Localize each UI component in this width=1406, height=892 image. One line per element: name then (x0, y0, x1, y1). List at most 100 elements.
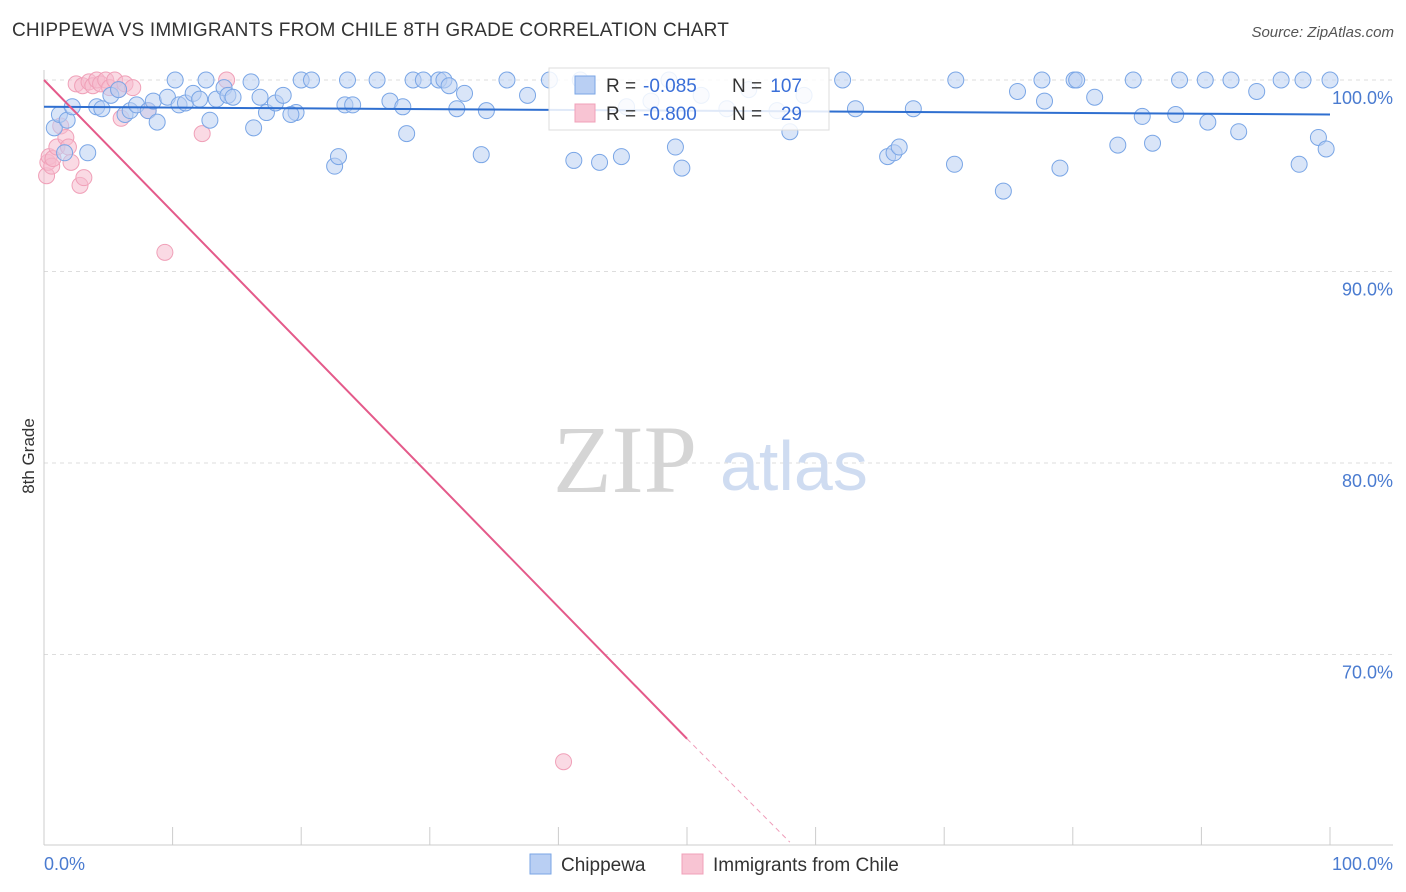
data-point-chippewa (245, 119, 263, 137)
data-point-chippewa (947, 71, 965, 89)
data-point-chippewa (1294, 71, 1312, 89)
stats-n-value-chippewa: 107 (770, 76, 802, 97)
x-tick-label-min: 0.0% (44, 854, 85, 874)
data-point-chippewa (1068, 71, 1086, 89)
data-point-chippewa (1171, 71, 1189, 89)
y-tick-label: 70.0% (1342, 663, 1393, 683)
stats-n-label-chippewa: N = (732, 76, 762, 97)
data-point-chippewa (1230, 123, 1248, 141)
stats-legend-box (548, 67, 830, 131)
stats-r-value-chile: -0.800 (643, 104, 697, 125)
data-point-chippewa (1321, 71, 1339, 89)
stats-r-label-chile: R = (606, 104, 636, 125)
stats-n-value-chile: 29 (781, 104, 802, 125)
series-chile-points (38, 71, 573, 771)
legend-label-chile: Immigrants from Chile (713, 855, 899, 876)
stats-legend: R = -0.085 N = 107 R = -0.800 N = 29 (548, 67, 830, 131)
legend: Chippewa Immigrants from Chile (529, 853, 899, 876)
legend-swatch-chile (681, 853, 704, 875)
x-tick-labels: 0.0% 100.0% (44, 854, 1393, 874)
data-point-chippewa (890, 138, 908, 156)
data-point-chippewa (945, 155, 963, 173)
data-point-chippewa (1109, 136, 1127, 154)
data-point-chippewa (251, 88, 269, 106)
data-point-chippewa (1009, 82, 1027, 100)
data-point-chippewa (56, 144, 74, 162)
data-point-chippewa (1086, 88, 1104, 106)
watermark: ZIP atlas (553, 406, 868, 513)
data-point-chippewa (242, 73, 260, 91)
data-point-chippewa (197, 71, 215, 89)
y-tick-label: 80.0% (1342, 471, 1393, 491)
data-point-chippewa (477, 102, 495, 120)
data-point-chippewa (1222, 71, 1240, 89)
data-point-chippewa (1317, 140, 1335, 158)
data-point-chippewa (394, 98, 412, 116)
data-point-chippewa (1290, 155, 1308, 173)
legend-swatch-chippewa (529, 853, 552, 875)
data-point-chippewa (1133, 107, 1151, 125)
source-label: Source: ZipAtlas.com (1251, 24, 1394, 41)
data-point-chippewa (282, 105, 300, 123)
data-point-chippewa (472, 146, 490, 164)
data-point-chippewa (519, 86, 537, 104)
data-point-chippewa (904, 100, 922, 118)
data-point-chippewa (110, 81, 128, 99)
data-point-chippewa (274, 86, 292, 104)
stats-r-value-chippewa: -0.085 (643, 76, 697, 97)
grid-lines (44, 79, 1393, 655)
data-point-chippewa (440, 77, 458, 95)
data-point-chippewa (201, 111, 219, 129)
y-tick-label: 90.0% (1342, 280, 1393, 300)
watermark-atlas: atlas (720, 427, 868, 505)
y-tick-labels: 70.0% 80.0% 90.0% 100.0% (1332, 88, 1393, 683)
data-point-chippewa (666, 138, 684, 156)
y-tick-label: 100.0% (1332, 88, 1393, 108)
data-point-chippewa (612, 148, 630, 166)
data-point-chippewa (93, 100, 111, 118)
data-point-chippewa (1124, 71, 1142, 89)
data-point-chippewa (1036, 92, 1054, 110)
y-axis-label: 8th Grade (19, 418, 38, 494)
data-point-chippewa (1199, 113, 1217, 131)
data-point-chippewa (1248, 82, 1266, 100)
data-point-chippewa (191, 90, 209, 108)
data-point-chippewa (1033, 71, 1051, 89)
data-point-chippewa (456, 84, 474, 102)
data-point-chippewa (148, 113, 166, 131)
data-point-chippewa (1051, 159, 1069, 177)
data-point-chippewa (338, 71, 356, 89)
data-point-chile (124, 79, 142, 97)
watermark-zip: ZIP (553, 406, 697, 513)
data-point-chippewa (302, 71, 320, 89)
data-point-chippewa (224, 88, 242, 106)
data-point-chippewa (994, 182, 1012, 200)
data-point-chippewa (1196, 71, 1214, 89)
axes (43, 70, 1393, 846)
legend-label-chippewa: Chippewa (561, 855, 646, 876)
x-tick-label-max: 100.0% (1332, 854, 1393, 874)
data-point-chippewa (329, 148, 347, 166)
data-point-chippewa (1144, 134, 1162, 152)
data-point-chippewa (166, 71, 184, 89)
data-point-chippewa (673, 159, 691, 177)
data-point-chippewa (414, 71, 432, 89)
data-point-chippewa (398, 125, 416, 143)
data-point-chile (156, 243, 174, 261)
data-point-chippewa (498, 71, 516, 89)
data-point-chile (193, 125, 211, 143)
data-point-chippewa (834, 71, 852, 89)
data-point-chippewa (591, 153, 609, 171)
stats-n-label-chile: N = (732, 104, 762, 125)
trend-line-chile-extension (686, 738, 791, 843)
data-point-chile (555, 753, 573, 771)
data-point-chippewa (344, 96, 362, 114)
stats-swatch-chippewa (574, 75, 596, 95)
data-point-chippewa (1272, 71, 1290, 89)
data-point-chippewa (846, 100, 864, 118)
trend-line-chile (43, 79, 688, 740)
stats-r-label-chippewa: R = (606, 76, 636, 97)
chart-title: CHIPPEWA VS IMMIGRANTS FROM CHILE 8TH GR… (12, 20, 730, 41)
data-point-chippewa (79, 144, 97, 162)
